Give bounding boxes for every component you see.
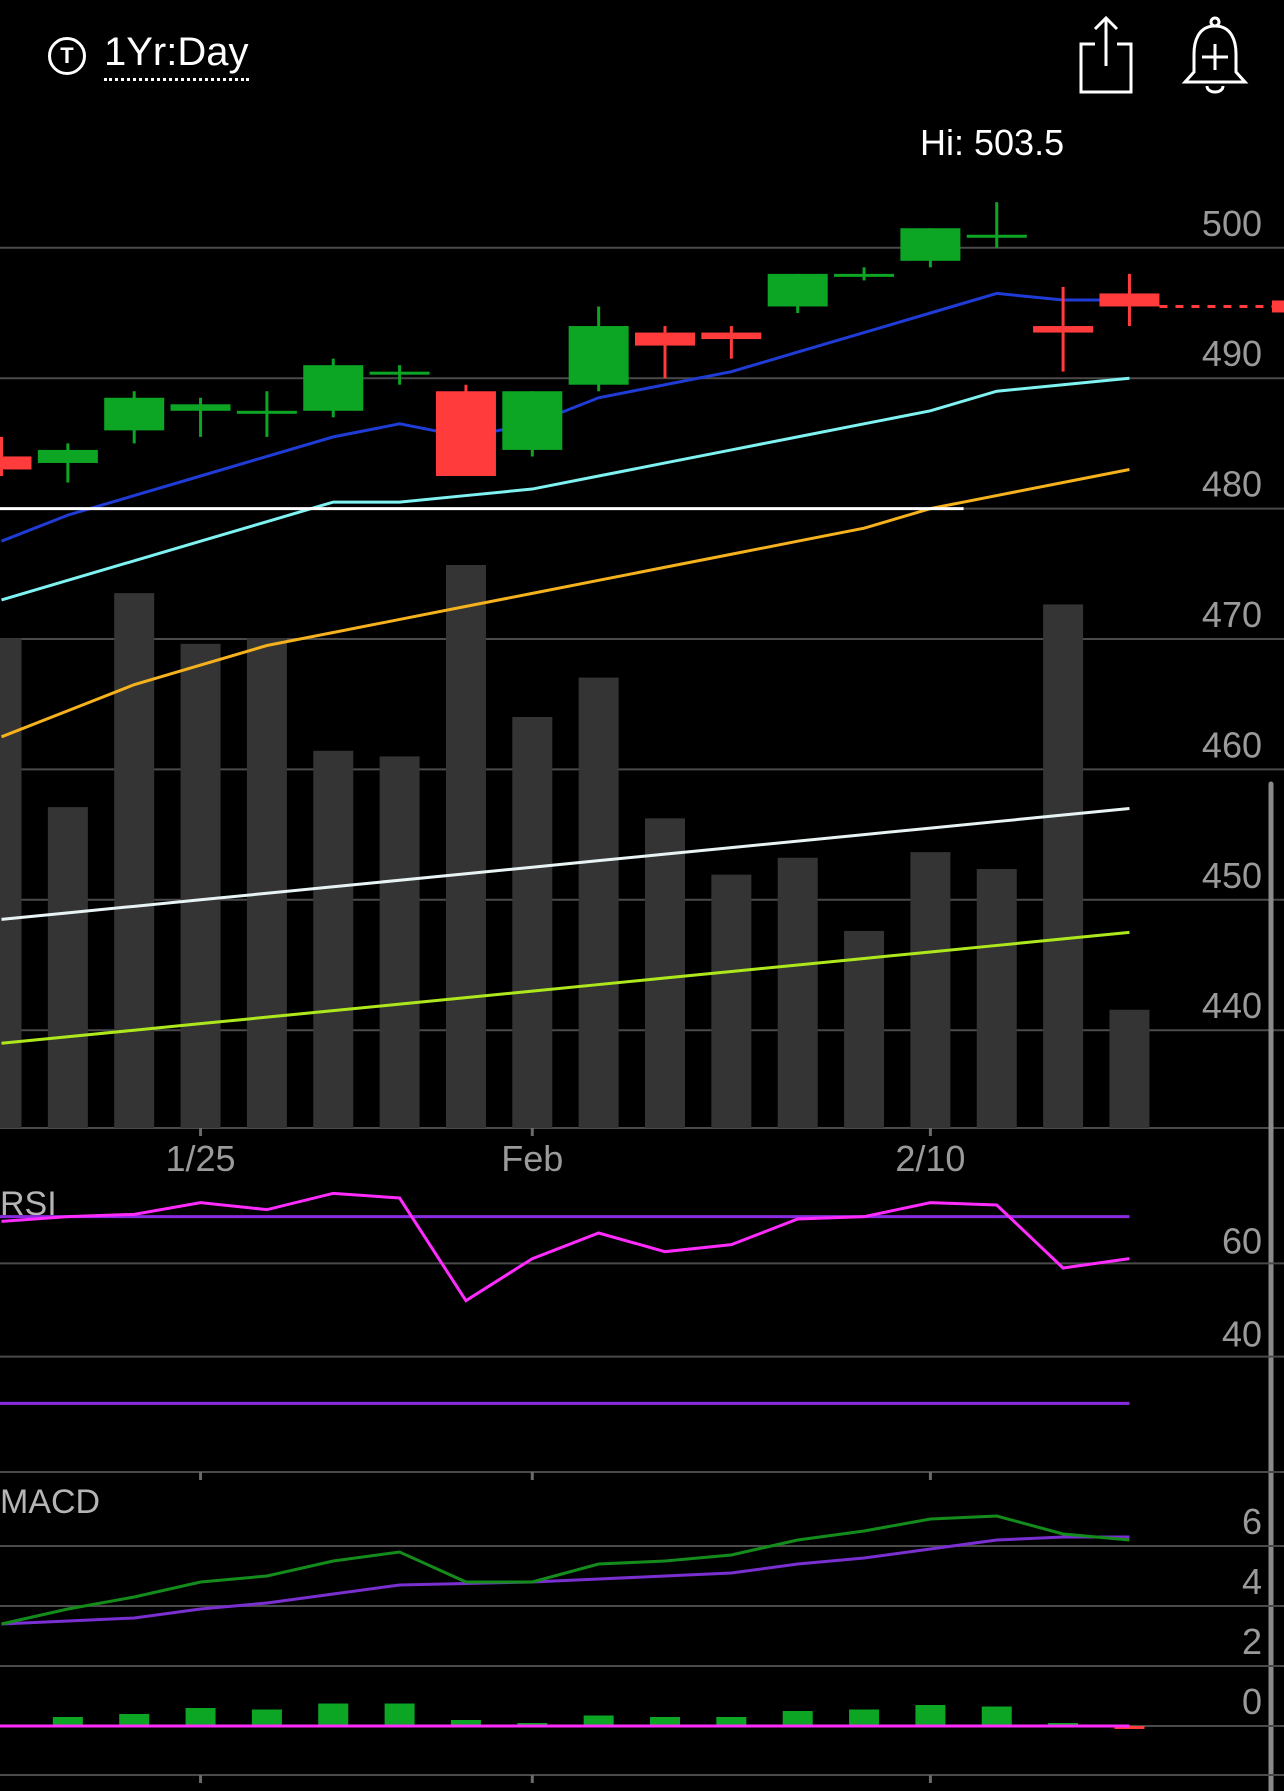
macd-title: MACD xyxy=(0,1483,100,1521)
candle-body xyxy=(635,332,695,346)
volume-bar xyxy=(1043,604,1084,1128)
volume-bar xyxy=(114,593,155,1128)
candle-body xyxy=(104,397,165,431)
candle-body xyxy=(0,456,32,470)
macd-signal-line xyxy=(1,1535,1130,1626)
macd-histogram-bar xyxy=(716,1717,747,1726)
candle-body xyxy=(900,228,961,261)
volume-bar xyxy=(844,930,885,1128)
macd-histogram-bar xyxy=(849,1709,880,1726)
candle-body xyxy=(303,365,364,411)
macd-axis-label: 6 xyxy=(1242,1501,1262,1542)
rsi-line xyxy=(1,1191,1130,1303)
macd-histogram-bar xyxy=(650,1717,680,1726)
volume-bar xyxy=(910,852,951,1128)
rsi-axis-label: 40 xyxy=(1222,1314,1262,1355)
volume-bar xyxy=(180,643,221,1128)
volume-bar xyxy=(777,857,818,1128)
moving-average-line xyxy=(1,376,1130,602)
candle-body xyxy=(435,391,496,476)
moving-average-line xyxy=(0,291,1130,543)
macd-line xyxy=(1,1514,1130,1626)
candle-body xyxy=(502,391,563,450)
price-axis-label: 460 xyxy=(1202,724,1262,765)
volume-bar xyxy=(246,638,287,1128)
macd-histogram-bar xyxy=(450,1720,481,1726)
candle-body xyxy=(568,326,629,385)
candle-body xyxy=(767,273,828,307)
macd-histogram-bar xyxy=(185,1708,216,1726)
rsi-axis-label: 60 xyxy=(1222,1220,1262,1261)
candle-body xyxy=(170,404,231,411)
timeframe-selector[interactable]: T 1Yr:Day xyxy=(48,30,249,81)
x-axis-date-label: 2/10 xyxy=(895,1138,965,1179)
candle-body xyxy=(701,332,762,340)
add-alert-bell-icon xyxy=(1181,16,1249,94)
price-axis-label: 450 xyxy=(1202,855,1262,896)
volume-bar xyxy=(512,717,553,1128)
moving-average-line xyxy=(1,807,1130,921)
timeframe-label: 1Yr:Day xyxy=(104,30,249,81)
price-axis-label: 480 xyxy=(1202,464,1262,505)
moving-average-line xyxy=(1,930,1130,1045)
macd-axis-label: 0 xyxy=(1242,1681,1262,1722)
ticker-badge: T xyxy=(48,36,86,75)
volume-bar xyxy=(645,818,685,1128)
volume-bar xyxy=(976,869,1017,1128)
macd-histogram-bar xyxy=(384,1703,415,1726)
candle-body xyxy=(966,234,1027,238)
price-axis-label: 470 xyxy=(1202,594,1262,635)
macd-histogram-bar xyxy=(583,1715,614,1726)
high-price-label: Hi: 503.5 xyxy=(920,122,1065,163)
macd-histogram-bar xyxy=(52,1717,83,1726)
macd-histogram-bar xyxy=(915,1705,946,1726)
candle-body xyxy=(1099,293,1160,307)
macd-histogram-bar xyxy=(119,1714,150,1726)
volume-bar xyxy=(313,750,354,1128)
volume-bar xyxy=(1109,1009,1150,1128)
volume-bar xyxy=(578,677,619,1128)
macd-histogram-bar xyxy=(981,1706,1012,1726)
x-axis-date-label: Feb xyxy=(501,1138,563,1179)
price-axis-label: 440 xyxy=(1202,985,1262,1026)
share-icon xyxy=(1079,15,1133,94)
candle-body xyxy=(369,371,430,375)
candle-body xyxy=(37,449,98,463)
macd-axis-label: 2 xyxy=(1242,1621,1262,1662)
volume-bar xyxy=(0,638,22,1128)
candle-body xyxy=(834,273,895,277)
candle-body xyxy=(236,410,297,414)
add-alert-button[interactable] xyxy=(1180,14,1250,98)
volume-bar xyxy=(379,756,420,1128)
share-button[interactable] xyxy=(1075,14,1137,98)
macd-histogram-bar xyxy=(318,1703,349,1726)
last-price-marker xyxy=(1272,300,1284,313)
price-axis-label: 490 xyxy=(1202,333,1262,374)
top-bar: T 1Yr:Day xyxy=(0,0,1284,110)
price-axis-label: 500 xyxy=(1202,203,1262,244)
volume-bar xyxy=(445,565,486,1128)
x-axis-date-label: 1/25 xyxy=(166,1138,236,1179)
macd-axis-label: 4 xyxy=(1242,1561,1262,1602)
candle-body xyxy=(1033,326,1094,333)
moving-average-line xyxy=(0,468,1130,739)
macd-histogram-bar xyxy=(251,1709,282,1726)
macd-histogram-bar xyxy=(782,1711,813,1726)
volume-bar xyxy=(47,807,88,1128)
volume-bar xyxy=(711,874,752,1128)
